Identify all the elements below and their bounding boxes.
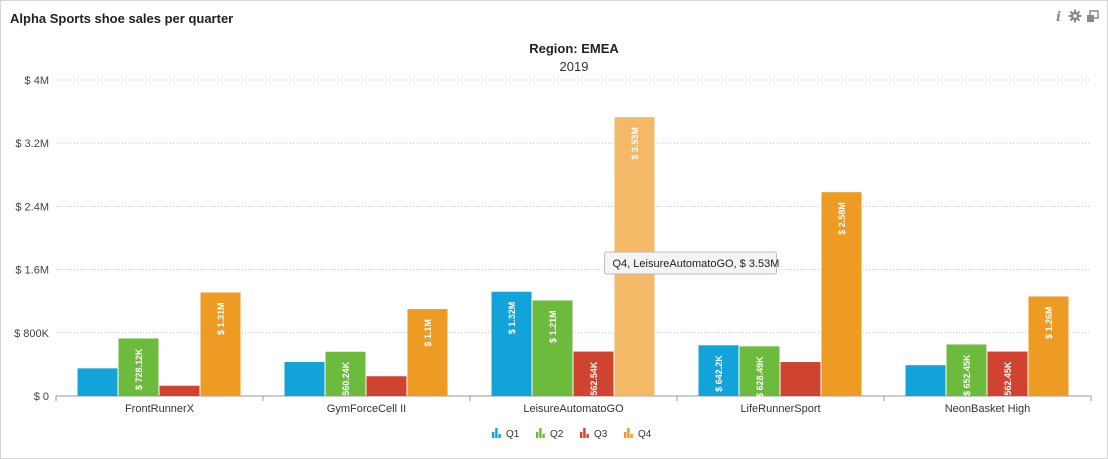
legend-swatch-q4 <box>624 432 627 438</box>
legend-swatch-q1 <box>498 434 501 438</box>
x-category-label: GymForceCell II <box>327 403 406 415</box>
y-tick-label: $ 800K <box>14 328 50 340</box>
bar-q4 <box>821 192 862 396</box>
bar-q3 <box>159 385 200 396</box>
legend-swatch-q2 <box>539 428 542 438</box>
legend-swatch-q1 <box>495 428 498 438</box>
y-tick-label: $ 3.2M <box>15 138 49 150</box>
y-tick-label: $ 1.6M <box>15 265 49 277</box>
chart-title: Region: EMEA <box>529 41 619 56</box>
bar-q1 <box>491 291 532 396</box>
data-label: $ 1.31M <box>216 303 226 336</box>
data-label: $ 1.21M <box>548 310 558 343</box>
data-label: $ 562.54K <box>589 361 599 403</box>
bar-q1 <box>905 365 946 396</box>
x-category-label: LifeRunnerSport <box>740 403 820 415</box>
bar-q4 <box>1028 296 1069 396</box>
data-label: $ 1.32M <box>507 302 517 335</box>
bar-q2 <box>118 338 159 396</box>
bar-q4 <box>200 292 241 396</box>
data-label: $ 728.12K <box>134 348 144 390</box>
y-tick-label: $ 0 <box>34 391 49 403</box>
data-label: $ 652.45K <box>962 354 972 396</box>
legend-swatch-q3 <box>580 432 583 438</box>
bar-q2 <box>325 351 366 396</box>
y-tick-label: $ 2.4M <box>15 201 49 213</box>
bar-q3 <box>987 351 1028 396</box>
bar-q1 <box>77 368 118 396</box>
bar-q1 <box>698 345 739 396</box>
x-category-label: FrontRunnerX <box>125 403 195 415</box>
bar-q3 <box>366 376 407 396</box>
legend-swatch-q3 <box>583 428 586 438</box>
tooltip-box <box>604 251 777 275</box>
data-label: $ 560.24K <box>341 361 351 403</box>
bar-q1 <box>284 362 325 396</box>
bar-q2 <box>739 346 780 396</box>
svg-text:i: i <box>1056 10 1061 23</box>
tooltip-text: Q4, LeisureAutomatoGO, $ 3.53M <box>613 258 780 270</box>
data-label: $ 1.1M <box>423 319 433 347</box>
legend-item-q1: Q1 <box>506 429 520 440</box>
data-label: $ 3.53M <box>630 127 640 160</box>
panel-toolbar: i <box>1051 9 1099 23</box>
bar-q4 <box>407 309 448 396</box>
bar-q2 <box>946 344 987 396</box>
chart-subtitle: 2019 <box>560 59 589 74</box>
y-tick-label: $ 4M <box>25 75 49 87</box>
bar-q3 <box>573 351 614 396</box>
legend-item-q4: Q4 <box>638 429 652 440</box>
data-label: $ 642.2K <box>714 355 724 392</box>
data-label: $ 1.26M <box>1044 306 1054 339</box>
bar-q3 <box>780 362 821 396</box>
data-label: $ 628.49K <box>755 356 765 398</box>
data-label: $ 562.45K <box>1003 361 1013 403</box>
x-category-label: LeisureAutomatoGO <box>523 403 624 415</box>
legend-item-q2: Q2 <box>550 429 564 440</box>
x-category-label: NeonBasket High <box>945 403 1031 415</box>
legend-item-q3: Q3 <box>594 429 608 440</box>
legend-swatch-q2 <box>542 434 545 438</box>
restore-window-icon[interactable] <box>1085 9 1099 23</box>
data-label: $ 2.58M <box>837 202 847 235</box>
legend-swatch-q4 <box>630 434 633 438</box>
legend-swatch-q4 <box>627 428 630 438</box>
legend-swatch-q1 <box>492 432 495 438</box>
gear-icon[interactable] <box>1068 9 1082 23</box>
legend-swatch-q2 <box>536 432 539 438</box>
panel-title: Alpha Sports shoe sales per quarter <box>10 11 234 26</box>
bar-q2 <box>532 300 573 396</box>
info-icon[interactable]: i <box>1051 9 1065 23</box>
legend-swatch-q3 <box>586 434 589 438</box>
